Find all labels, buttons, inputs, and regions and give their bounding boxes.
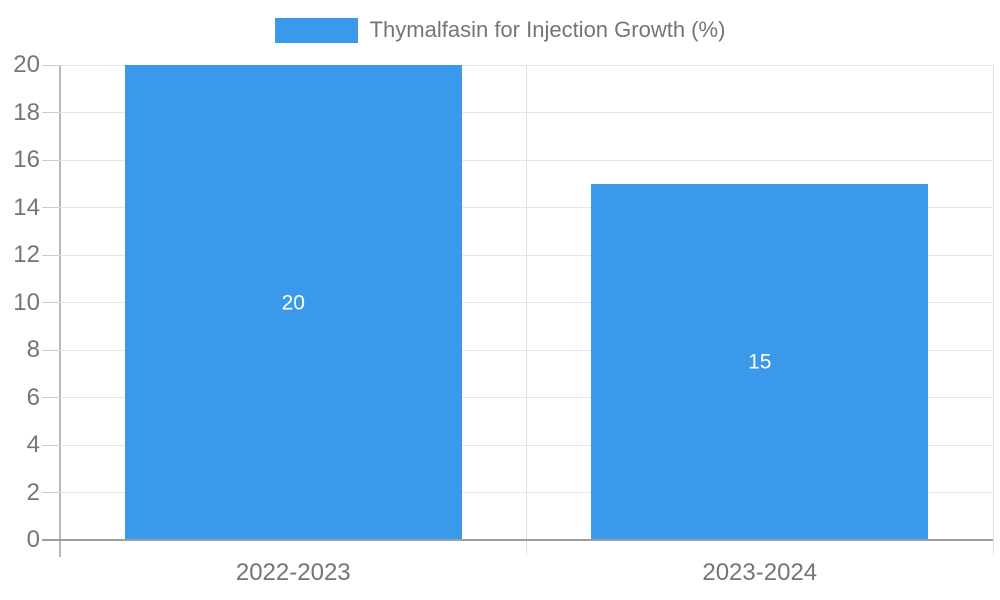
y-axis-tick	[42, 302, 60, 303]
y-axis-tick-label: 2	[26, 478, 40, 506]
y-axis-tick-label: 20	[13, 51, 40, 78]
x-axis-tick	[526, 540, 527, 555]
y-axis-tick-label: 16	[13, 146, 40, 173]
x-axis-tick	[992, 540, 994, 555]
y-axis-tick	[42, 112, 60, 113]
y-axis-tick-label: 18	[13, 98, 40, 126]
bar-2023-2024[interactable]	[591, 183, 929, 540]
x-gridline	[526, 65, 527, 540]
bar-2022-2023[interactable]	[124, 65, 462, 540]
bar-value-label: 15	[748, 350, 772, 374]
y-axis-tick-label: 0	[26, 526, 40, 553]
x-gridline	[992, 65, 994, 540]
legend-label: Thymalfasin for Injection Growth (%)	[369, 17, 726, 42]
legend: Thymalfasin for Injection Growth (%)	[0, 17, 1000, 43]
y-axis-tick-label: 6	[26, 383, 40, 411]
y-axis-tick	[42, 444, 60, 446]
y-axis-tick	[42, 159, 60, 161]
y-axis-tick-label: 4	[26, 431, 40, 458]
x-axis-baseline	[42, 539, 993, 541]
legend-swatch-icon	[274, 17, 358, 43]
y-axis-tick-label: 14	[13, 193, 40, 221]
y-axis-tick-label: 8	[26, 336, 40, 363]
y-axis-tick-label: 10	[13, 288, 40, 316]
y-axis-tick	[42, 254, 60, 256]
y-axis-tick	[42, 349, 60, 351]
y-axis-tick-label: 12	[13, 241, 40, 268]
y-axis-tick	[42, 397, 60, 398]
x-axis-label: 2023-2024	[702, 559, 818, 586]
x-axis-label: 2022-2023	[235, 559, 351, 586]
y-axis-line	[59, 65, 61, 557]
y-axis-tick	[42, 492, 60, 493]
bar-value-label: 20	[281, 291, 305, 314]
y-axis-tick	[42, 207, 60, 208]
y-axis-tick	[42, 64, 60, 66]
